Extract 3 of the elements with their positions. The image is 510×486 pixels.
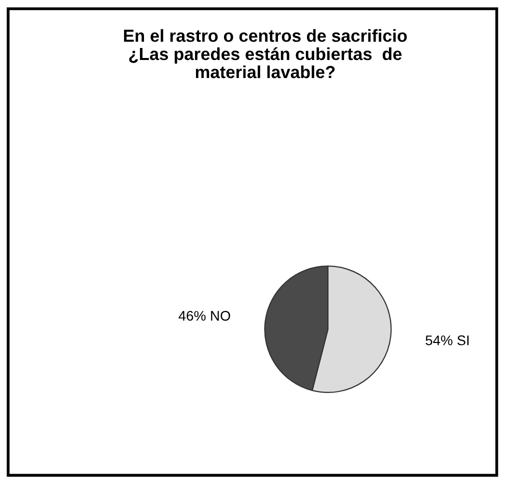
- chart-title: En el rastro o centros de sacrificio ¿Las paredes están cubiertas de material lavable?: [124, 29, 407, 78]
- slice-label: 46% NO: [178, 310, 230, 321]
- slice-label: 54% SI: [426, 335, 469, 346]
